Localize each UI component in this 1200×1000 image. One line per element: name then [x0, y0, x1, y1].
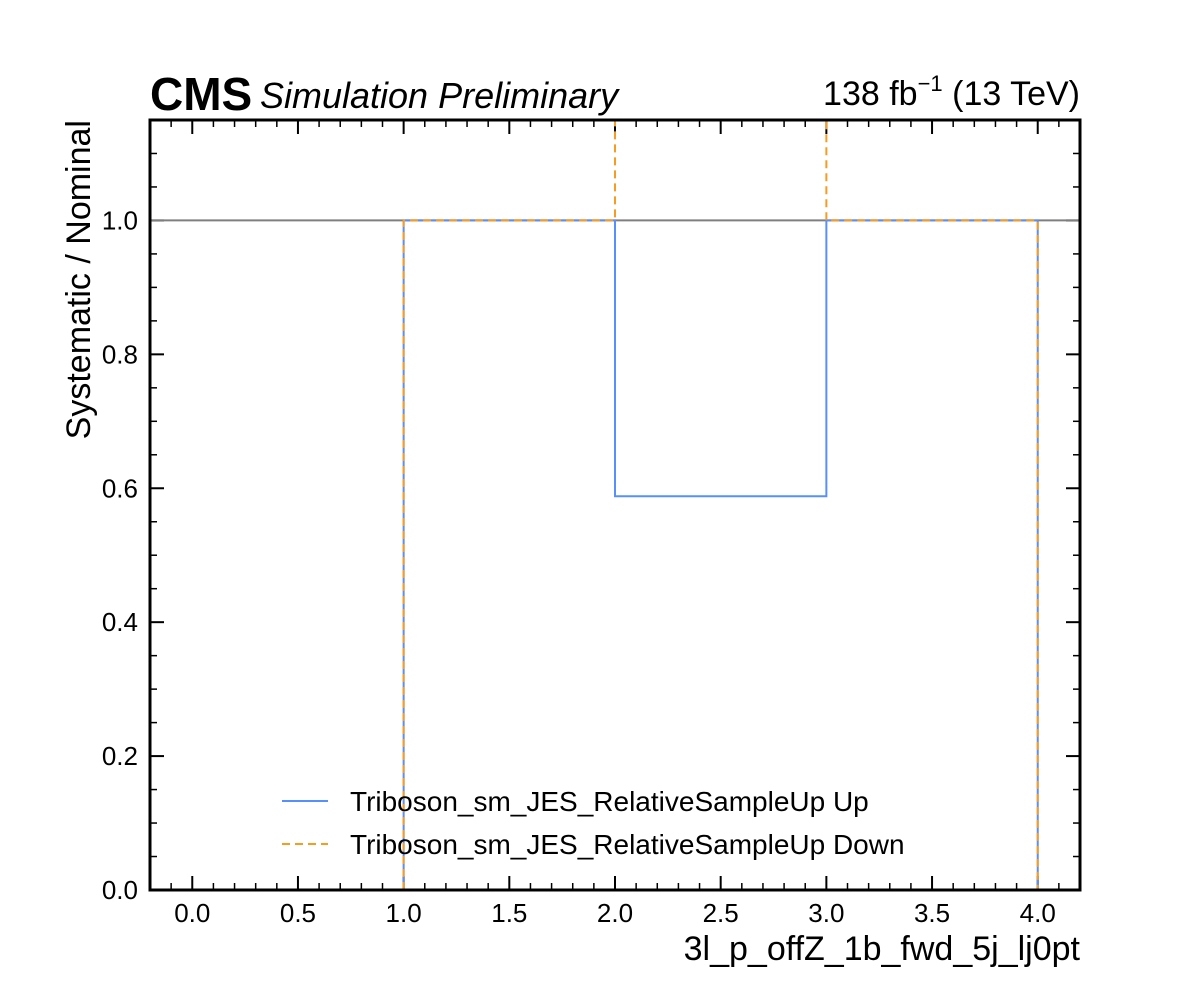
status-label: Simulation Preliminary [260, 75, 620, 116]
lumi-label: 138 fb−1 (13 TeV) [823, 71, 1080, 113]
lumi-exponent: −1 [918, 71, 943, 96]
x-axis-ticks: 0.0 0.5 1.0 1.5 2.0 2.5 3.0 3.5 4.0 [170, 120, 1081, 928]
y-axis-label: Systematic / Nominal [60, 120, 98, 439]
x-tick-label: 0.5 [280, 898, 316, 928]
experiment-label: CMS [150, 68, 252, 120]
x-axis-label: 3l_p_offZ_1b_fwd_5j_lj0pt [684, 930, 1081, 968]
y-axis-ticks: 0.0 0.2 0.4 0.6 0.8 1.0 [102, 152, 1080, 905]
y-tick-label: 0.4 [102, 607, 138, 637]
x-tick-label: 3.5 [914, 898, 950, 928]
y-tick-label: 0.8 [102, 339, 138, 369]
x-tick-label: 3.0 [808, 898, 844, 928]
y-tick-label: 1.0 [102, 205, 138, 235]
x-tick-label: 1.5 [491, 898, 527, 928]
lumi-value: 138 fb [823, 75, 918, 113]
legend: Triboson_sm_JES_RelativeSampleUp Up Tribo… [282, 786, 905, 860]
x-tick-label: 4.0 [1020, 898, 1056, 928]
x-tick-label: 1.0 [386, 898, 422, 928]
x-tick-label: 0.0 [174, 898, 210, 928]
series-line-down [402, 120, 1039, 890]
y-tick-label: 0.6 [102, 473, 138, 503]
y-tick-label: 0.2 [102, 741, 138, 771]
legend-label: Triboson_sm_JES_RelativeSampleUp Up [350, 786, 869, 817]
y-tick-label: 0.0 [102, 875, 138, 905]
series-group [402, 120, 1039, 890]
energy-label: (13 TeV) [943, 75, 1080, 113]
legend-label: Triboson_sm_JES_RelativeSampleUp Down [350, 829, 905, 860]
x-tick-label: 2.5 [703, 898, 739, 928]
plot-frame [148, 118, 1082, 892]
x-tick-label: 2.0 [597, 898, 633, 928]
